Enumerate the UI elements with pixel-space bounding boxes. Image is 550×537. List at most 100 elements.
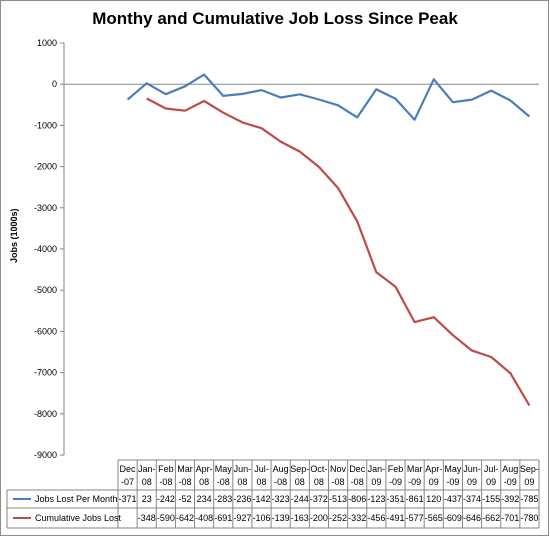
legend-label: Cumulative Jobs Lost: [35, 513, 122, 523]
series-line-1: [126, 73, 531, 121]
table-cell: -142: [253, 494, 271, 504]
table-cell: 23: [142, 494, 152, 504]
category-label: -08: [274, 477, 287, 487]
table-cell: -283: [214, 494, 232, 504]
table-cell: -642: [176, 513, 194, 523]
category-label: Apr-: [196, 464, 213, 474]
category-label: 08: [199, 477, 209, 487]
table-cell: -927: [233, 513, 251, 523]
table-cell: -691: [214, 513, 232, 523]
table-cell: -456: [367, 513, 385, 523]
category-label: 08: [314, 477, 324, 487]
category-label: -08: [351, 477, 364, 487]
category-label: 08: [295, 477, 305, 487]
table-cell: -244: [291, 494, 309, 504]
category-label: Mar: [177, 464, 193, 474]
category-label: 09: [429, 477, 439, 487]
category-label: Dec: [349, 464, 366, 474]
category-label: Mar: [407, 464, 423, 474]
category-label: Feb: [158, 464, 174, 474]
y-tick-label: -2000: [34, 162, 57, 172]
category-label: -08: [159, 477, 172, 487]
category-label: Apr-: [425, 464, 442, 474]
y-tick-label: 0: [52, 79, 57, 89]
table-cell: -701: [501, 513, 519, 523]
table-cell: -200: [310, 513, 328, 523]
table-cell: -565: [425, 513, 443, 523]
y-tick-label: -8000: [34, 409, 57, 419]
table-cell: -491: [386, 513, 404, 523]
table-cell: -323: [272, 494, 290, 504]
category-label: Jun-: [234, 464, 252, 474]
y-tick-label: -5000: [34, 285, 57, 295]
category-label: -07: [121, 477, 134, 487]
table-cell: -785: [520, 494, 538, 504]
table-cell: -646: [463, 513, 481, 523]
table-cell: -374: [463, 494, 481, 504]
table-cell: -332: [348, 513, 366, 523]
table-cell: -348: [138, 513, 156, 523]
category-label: Sep-: [290, 464, 309, 474]
category-label: -09: [504, 477, 517, 487]
category-label: 09: [524, 477, 534, 487]
category-label: -08: [332, 477, 345, 487]
table-cell: -437: [444, 494, 462, 504]
category-label: -08: [178, 477, 191, 487]
table-cell: -662: [482, 513, 500, 523]
category-label: May: [444, 464, 462, 474]
series-layer: [126, 73, 531, 407]
category-label: Aug: [273, 464, 289, 474]
table-cell: -163: [291, 513, 309, 523]
category-label: Oct-: [310, 464, 327, 474]
category-label: Jul-: [484, 464, 499, 474]
table-cell: -106: [253, 513, 271, 523]
table-cell: -780: [520, 513, 538, 523]
y-tick-label: -6000: [34, 326, 57, 336]
table-cell: -590: [157, 513, 175, 523]
table-cell: -155: [482, 494, 500, 504]
table-cell: -242: [157, 494, 175, 504]
table-cell: -408: [195, 513, 213, 523]
y-tick-label: 1000: [37, 38, 57, 48]
category-label: Feb: [388, 464, 404, 474]
category-label: -09: [446, 477, 459, 487]
y-tick-label: -3000: [34, 203, 57, 213]
table-cell: 120: [426, 494, 441, 504]
category-label: 08: [142, 477, 152, 487]
table-cell: -577: [406, 513, 424, 523]
table-cell: -236: [233, 494, 251, 504]
table-cell: -139: [272, 513, 290, 523]
table-cell: -513: [329, 494, 347, 504]
table-cell: -123: [367, 494, 385, 504]
category-label: Nov: [330, 464, 347, 474]
category-label: Dec: [120, 464, 137, 474]
y-tick-label: -9000: [34, 450, 57, 460]
axis-layer: 1000 0 -1000 -2000 -3000 -4000 -5000 -6000 -7000…: [34, 38, 539, 460]
category-label: May: [215, 464, 233, 474]
y-tick-label: -4000: [34, 244, 57, 254]
y-tick-label: -7000: [34, 368, 57, 378]
category-label: Aug: [502, 464, 518, 474]
table-cell: 234: [197, 494, 212, 504]
category-label: -08: [217, 477, 230, 487]
y-tick-label: -1000: [34, 120, 57, 130]
table-cell: -371: [119, 494, 137, 504]
category-label: -09: [389, 477, 402, 487]
table-cell: -52: [178, 494, 191, 504]
category-label: Sep-: [520, 464, 539, 474]
category-label: 08: [257, 477, 267, 487]
category-label: Jun-: [463, 464, 481, 474]
category-label: Jan-: [138, 464, 156, 474]
category-label: -09: [408, 477, 421, 487]
category-label: 09: [467, 477, 477, 487]
category-label: Jan-: [368, 464, 386, 474]
table-cell: -392: [501, 494, 519, 504]
table-cell: -609: [444, 513, 462, 523]
table-cell: -372: [310, 494, 328, 504]
category-label: 08: [237, 477, 247, 487]
table-cell: -806: [348, 494, 366, 504]
category-label: Jul-: [254, 464, 269, 474]
table-cell: -351: [386, 494, 404, 504]
